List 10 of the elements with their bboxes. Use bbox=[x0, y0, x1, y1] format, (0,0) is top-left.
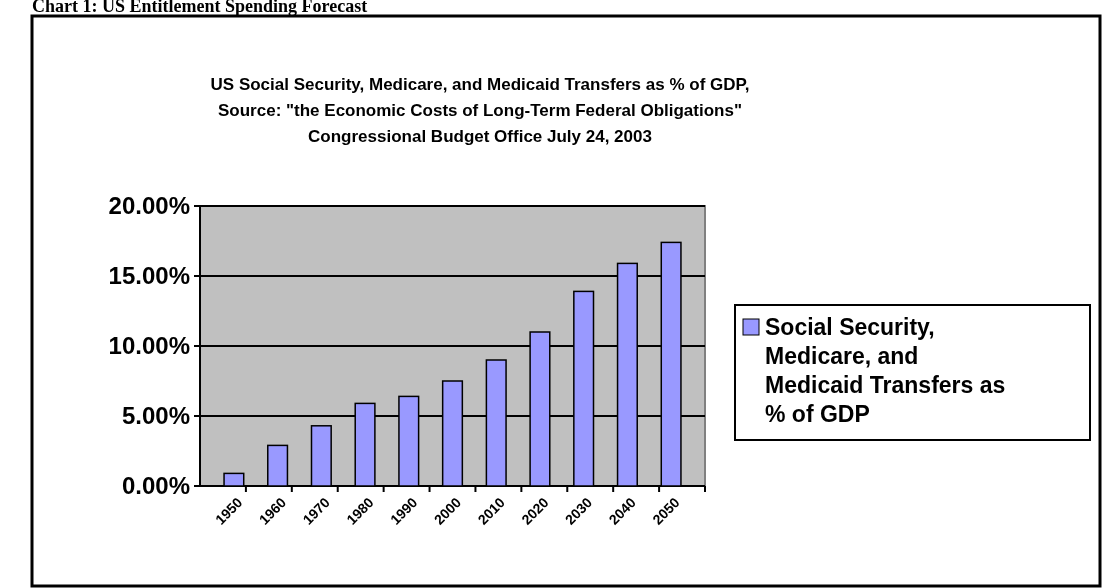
y-tick-label: 5.00% bbox=[121, 402, 190, 430]
y-tick-label: 15.00% bbox=[108, 262, 190, 290]
chart-title: US Social Security, Medicare, and Medicaid Transfers as % of GDP, Source: "the Economic Costs of Long-Term Federal Obligations" Congressional Budget Office July 24, 2003 bbox=[210, 75, 750, 146]
legend-label: Social Security, Medicare, and Medicaid Transfers as % of GDP bbox=[765, 314, 1006, 427]
y-tick-label: 0.00% bbox=[121, 472, 190, 500]
y-tick-label: 20.00% bbox=[108, 192, 190, 220]
y-tick-label: 10.00% bbox=[108, 332, 190, 360]
bar bbox=[267, 444, 289, 487]
bar bbox=[310, 425, 332, 487]
caption: Chart 1: US Entitlement Spending Forecast bbox=[32, 0, 368, 16]
